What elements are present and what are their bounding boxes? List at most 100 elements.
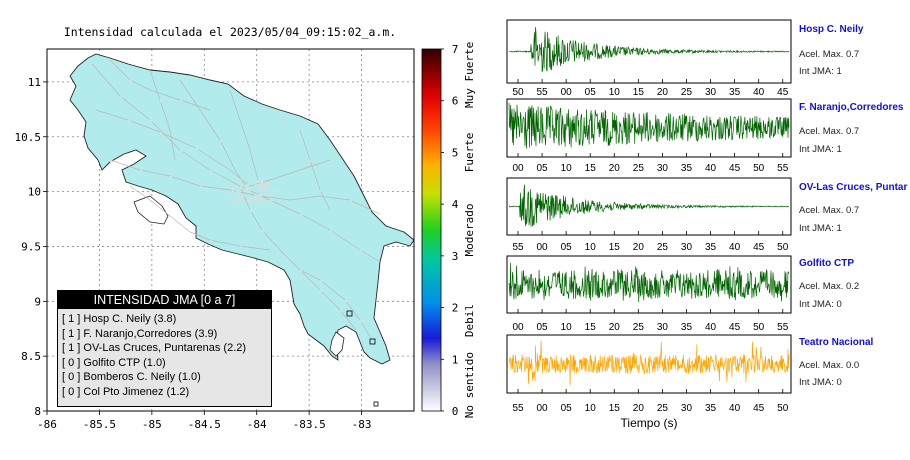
waveform-tick-label: 00	[537, 242, 549, 253]
colorbar-class-label: No sentido	[463, 352, 476, 418]
town-marker	[267, 182, 270, 185]
town-marker	[260, 140, 263, 143]
waveform-tick-label: 25	[633, 322, 645, 333]
town-marker	[130, 80, 133, 83]
town-marker	[254, 194, 257, 197]
station-accel: Acel. Max. 0.7	[799, 126, 860, 137]
waveform-tick-label: 50	[753, 322, 765, 333]
waveform-tick-label: 15	[609, 403, 621, 414]
waveform-tick-label: 15	[633, 87, 645, 98]
town-marker	[240, 184, 243, 187]
town-marker	[262, 186, 265, 189]
station-marker	[373, 401, 379, 407]
waveform-tick-label: 35	[681, 322, 693, 333]
waveform-tick-label: 15	[585, 163, 597, 174]
legend-item: [ 0 ] Col Pto Jimenez (1.2)	[62, 385, 190, 398]
colorbar-class-label: Moderado	[463, 204, 476, 257]
y-tick-label: 9	[34, 295, 41, 308]
town-marker	[258, 187, 261, 190]
station-int: Int JMA: 1	[799, 144, 842, 155]
waveform-tick-label: 50	[777, 403, 789, 414]
town-marker	[259, 198, 262, 201]
town-marker	[261, 197, 264, 200]
station-int: Int JMA: 1	[799, 66, 842, 77]
station-title: Hosp C. Neily	[799, 24, 864, 35]
waveform-frame	[506, 19, 792, 84]
waveform-tick-label: 55	[512, 242, 524, 253]
map-roads	[91, 59, 381, 341]
town-marker	[236, 190, 239, 193]
town-marker	[320, 280, 323, 283]
waveform-tick-label: 30	[681, 403, 693, 414]
town-marker	[266, 185, 270, 188]
waveform-trace	[508, 27, 790, 73]
waveform-tick-label: 10	[609, 87, 621, 98]
town-marker	[227, 191, 230, 194]
town-marker	[254, 183, 257, 186]
town-marker	[245, 187, 248, 190]
town-marker	[160, 100, 163, 103]
town-marker	[180, 100, 183, 103]
town-marker	[259, 185, 262, 188]
town-marker	[200, 120, 203, 123]
golfo-dulce	[329, 331, 345, 357]
legend-item: [ 1 ] OV-Las Cruces, Puntarenas (2.2)	[62, 342, 247, 355]
waveform-tick-label: 00	[512, 163, 524, 174]
waveform-tick-label: 30	[657, 322, 669, 333]
waveform-panel: 55 00 05 10 15 20 25 30 35 40 45 50	[506, 334, 792, 414]
waveform-tick-label: 35	[705, 403, 717, 414]
colorbar-tick-label: 0	[452, 405, 459, 418]
waveform-panel: 55 00 05 10 15 20 25 30 35 40 45 50	[506, 177, 792, 253]
station-accel: Acel. Max. 0.7	[799, 49, 860, 60]
x-tick-label: -85	[142, 418, 162, 431]
waveform-panels: 50 55 00 05 10 15 20 25 30 35 40 45 00 05 10 15 20 25 30 35…	[506, 19, 792, 430]
map-towns	[88, 70, 363, 323]
town-marker	[226, 185, 229, 188]
town-marker	[231, 189, 234, 192]
waveform-tick-label: 50	[777, 242, 789, 253]
waveform-tick-label: 20	[609, 322, 621, 333]
waveform-tick-label: 00	[512, 322, 524, 333]
station-int: Int JMA: 1	[799, 223, 842, 234]
x-tick-label: -86	[37, 418, 57, 431]
waveform-tick-label: 10	[561, 322, 573, 333]
road-line	[109, 159, 261, 197]
road-line	[249, 159, 331, 187]
colorbar-tick-label: 1	[452, 353, 459, 366]
town-marker	[235, 191, 238, 194]
road-line	[109, 59, 211, 111]
station-legend: INTENSIDAD JMA [0 a 7] [ 1 ] Hosp C. Nei…	[57, 290, 272, 407]
town-marker	[250, 200, 253, 204]
town-marker	[300, 214, 303, 217]
colorbar-tick-label: 3	[452, 250, 459, 263]
waveform-frame	[506, 255, 792, 314]
town-marker	[252, 198, 256, 201]
town-marker	[238, 181, 241, 184]
waveform-tick-label: 45	[729, 163, 741, 174]
waveform-frame	[506, 177, 792, 236]
town-marker	[236, 196, 239, 200]
legend-item: [ 0 ] Bomberos C. Neily (1.0)	[62, 371, 201, 384]
waveform-tick-label: 10	[561, 163, 573, 174]
waveform-tick-label: 05	[561, 403, 573, 414]
town-marker	[160, 132, 163, 135]
town-marker	[248, 197, 251, 200]
waveform-tick-label: 25	[681, 87, 693, 98]
town-marker	[350, 200, 353, 203]
waveform-panel: 00 05 10 15 20 25 30 35 40 45 50 55	[506, 98, 792, 174]
station-accel: Acel. Max. 0.2	[799, 281, 860, 292]
town-marker	[259, 188, 262, 191]
town-marker	[274, 189, 277, 192]
legend-list: [ 1 ] Hosp C. Neily (3.8) [ 1 ] F. Naran…	[58, 309, 271, 400]
town-marker	[230, 183, 233, 186]
station-accel: Acel. Max. 0.7	[799, 205, 860, 216]
waveform-tick-label: 15	[585, 322, 597, 333]
town-marker	[196, 148, 199, 151]
station-title: OV-Las Cruces, Puntar	[799, 182, 908, 193]
town-marker	[263, 183, 266, 186]
x-tick-label: -83.5	[293, 418, 326, 431]
legend-item: [ 1 ] Hosp C. Neily (3.8)	[62, 313, 177, 325]
town-marker	[210, 240, 213, 243]
waveform-tick-label: 05	[537, 163, 549, 174]
town-marker	[255, 198, 258, 201]
